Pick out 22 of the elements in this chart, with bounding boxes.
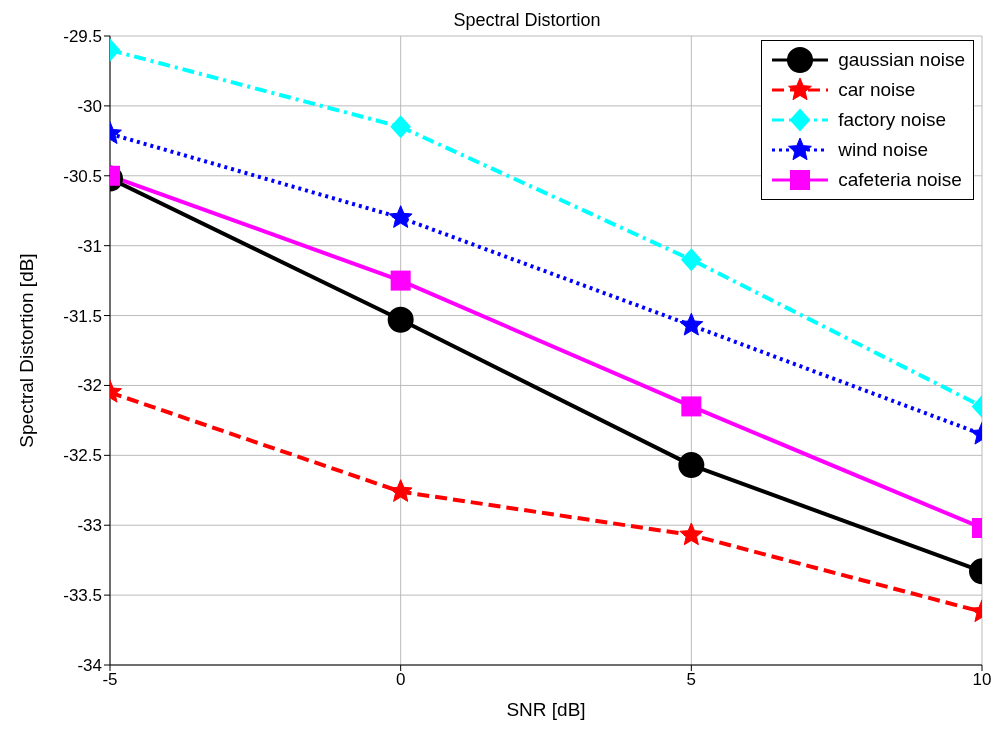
legend-label: factory noise bbox=[838, 109, 946, 131]
y-tick-label: -33 bbox=[77, 516, 102, 536]
y-tick-label: -32 bbox=[77, 376, 102, 396]
x-tick-label: -5 bbox=[102, 670, 118, 690]
y-tick-label: -31 bbox=[77, 236, 102, 256]
y-tick-label: -33.5 bbox=[63, 586, 102, 606]
x-tick-label: 10 bbox=[972, 670, 992, 690]
legend-label: gaussian noise bbox=[838, 49, 965, 71]
x-tick-label: 5 bbox=[686, 670, 697, 690]
x-axis-title: SNR [dB] bbox=[506, 699, 586, 720]
x-tick-label: 0 bbox=[395, 670, 406, 690]
legend-label: cafeteria noise bbox=[838, 169, 962, 191]
y-tick-label: -32.5 bbox=[63, 446, 102, 466]
y-axis-title: Spectral Distortion [dB] bbox=[15, 253, 37, 448]
y-tick-label: -31.5 bbox=[63, 306, 102, 326]
y-tick-label: -30.5 bbox=[63, 166, 102, 186]
y-tick-label: -29.5 bbox=[63, 27, 102, 47]
y-tick-label: -30 bbox=[77, 96, 102, 116]
chart-title: Spectral Distortion bbox=[453, 10, 601, 30]
legend-label: wind noise bbox=[838, 139, 929, 161]
legend-label: car noise bbox=[838, 79, 916, 101]
y-tick-label: -34 bbox=[77, 656, 102, 676]
